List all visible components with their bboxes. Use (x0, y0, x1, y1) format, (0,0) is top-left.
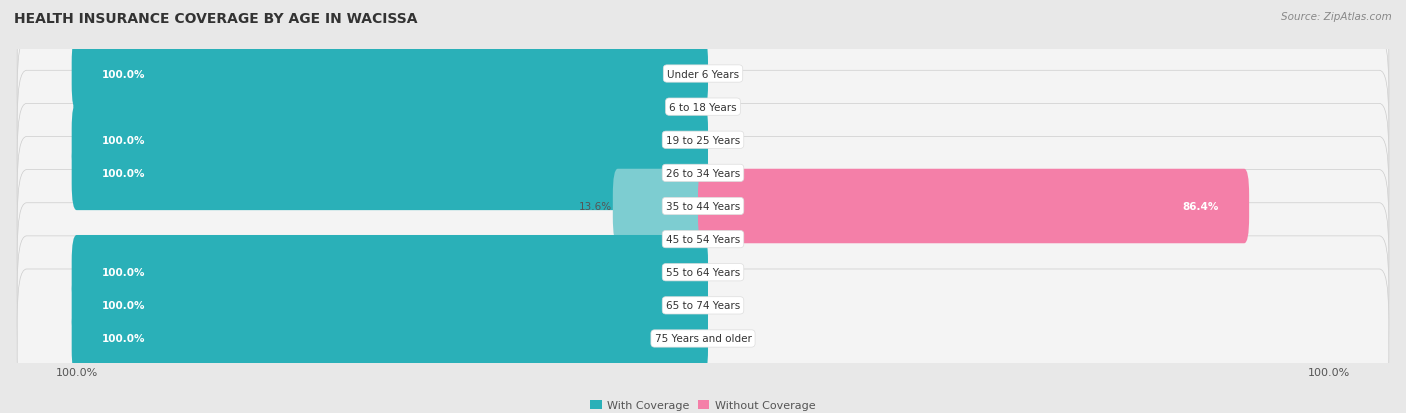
FancyBboxPatch shape (72, 136, 709, 211)
Text: 100.0%: 100.0% (101, 301, 145, 311)
Text: 45 to 54 Years: 45 to 54 Years (666, 235, 740, 244)
Text: 26 to 34 Years: 26 to 34 Years (666, 169, 740, 178)
FancyBboxPatch shape (17, 236, 1389, 375)
Text: 55 to 64 Years: 55 to 64 Years (666, 268, 740, 278)
Text: 0.0%: 0.0% (713, 235, 738, 244)
FancyBboxPatch shape (17, 269, 1389, 408)
Text: 0.0%: 0.0% (713, 135, 738, 145)
Text: Under 6 Years: Under 6 Years (666, 69, 740, 79)
Text: 100.0%: 100.0% (101, 135, 145, 145)
Text: 0.0%: 0.0% (668, 235, 693, 244)
Text: 100.0%: 100.0% (101, 268, 145, 278)
Text: 35 to 44 Years: 35 to 44 Years (666, 202, 740, 211)
Text: HEALTH INSURANCE COVERAGE BY AGE IN WACISSA: HEALTH INSURANCE COVERAGE BY AGE IN WACI… (14, 12, 418, 26)
Text: 65 to 74 Years: 65 to 74 Years (666, 301, 740, 311)
FancyBboxPatch shape (72, 37, 709, 112)
Text: 0.0%: 0.0% (668, 102, 693, 112)
Text: 0.0%: 0.0% (713, 69, 738, 79)
Text: 100.0%: 100.0% (101, 169, 145, 178)
Text: 13.6%: 13.6% (578, 202, 612, 211)
FancyBboxPatch shape (17, 71, 1389, 210)
Text: 100.0%: 100.0% (101, 69, 145, 79)
Text: 0.0%: 0.0% (713, 268, 738, 278)
Text: Source: ZipAtlas.com: Source: ZipAtlas.com (1281, 12, 1392, 22)
Text: 0.0%: 0.0% (713, 334, 738, 344)
FancyBboxPatch shape (72, 301, 709, 376)
FancyBboxPatch shape (613, 169, 709, 244)
FancyBboxPatch shape (17, 38, 1389, 177)
Text: 6 to 18 Years: 6 to 18 Years (669, 102, 737, 112)
FancyBboxPatch shape (17, 104, 1389, 243)
Text: 86.4%: 86.4% (1182, 202, 1219, 211)
FancyBboxPatch shape (17, 5, 1389, 144)
Text: 0.0%: 0.0% (713, 169, 738, 178)
FancyBboxPatch shape (697, 169, 1249, 244)
Text: 19 to 25 Years: 19 to 25 Years (666, 135, 740, 145)
FancyBboxPatch shape (72, 235, 709, 310)
Legend: With Coverage, Without Coverage: With Coverage, Without Coverage (586, 395, 820, 413)
FancyBboxPatch shape (17, 203, 1389, 342)
Text: 0.0%: 0.0% (713, 301, 738, 311)
FancyBboxPatch shape (72, 268, 709, 343)
FancyBboxPatch shape (17, 170, 1389, 309)
Text: 75 Years and older: 75 Years and older (655, 334, 751, 344)
Text: 0.0%: 0.0% (713, 102, 738, 112)
Text: 100.0%: 100.0% (101, 334, 145, 344)
FancyBboxPatch shape (72, 103, 709, 178)
FancyBboxPatch shape (17, 137, 1389, 276)
